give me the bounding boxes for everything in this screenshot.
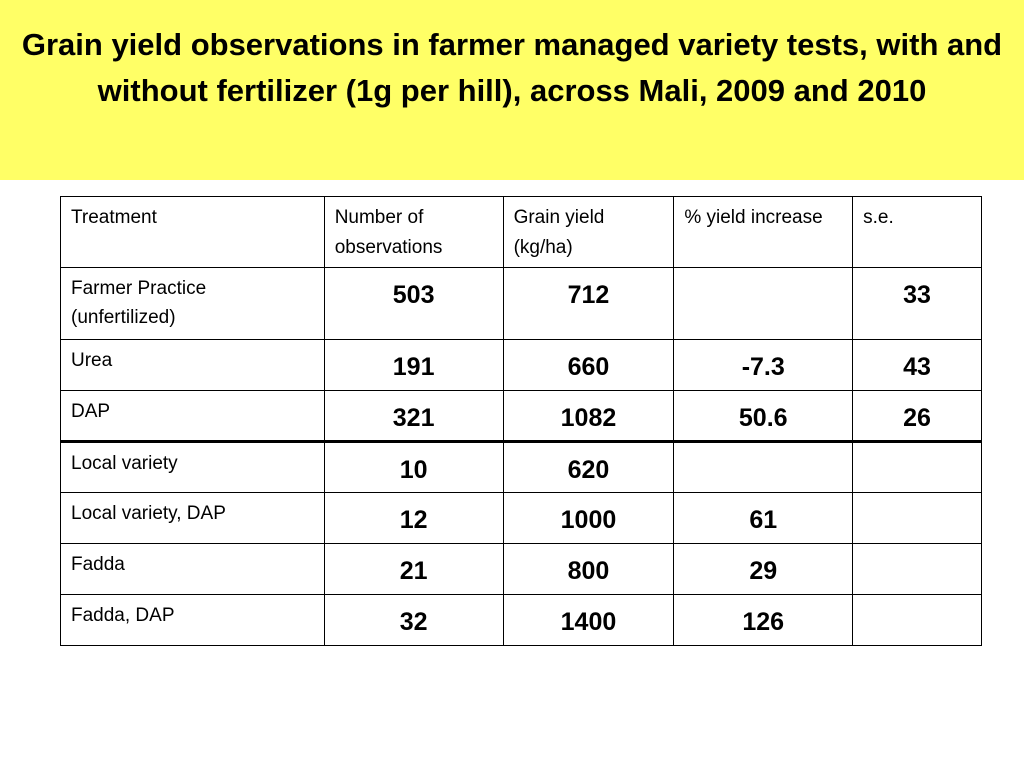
table-row: DAP 321 1082 50.6 26: [60, 390, 982, 443]
cell-yield-increase: -7.3: [673, 339, 854, 391]
table-row: Urea 191 660 -7.3 43: [60, 339, 982, 391]
table-row: Fadda 21 800 29: [60, 543, 982, 595]
cell-grain-yield: 1400: [502, 594, 675, 646]
slide-title: Grain yield observations in farmer manag…: [21, 27, 1003, 108]
cell-treatment: DAP: [60, 390, 325, 443]
cell-grain-yield: 800: [502, 543, 675, 595]
cell-treatment: Urea: [60, 339, 325, 391]
header-row: Treatment Number of observations Grain y…: [60, 196, 982, 268]
cell-observations: 321: [323, 390, 504, 443]
cell-observations: 10: [323, 441, 504, 493]
cell-se: [852, 441, 982, 493]
cell-grain-yield: 1082: [502, 390, 675, 443]
cell-observations: 12: [323, 492, 504, 544]
title-band: Grain yield observations in farmer manag…: [0, 0, 1024, 180]
cell-se: [852, 543, 982, 595]
cell-treatment: Local variety, DAP: [60, 492, 325, 544]
header-yield-increase: % yield increase: [673, 196, 854, 268]
cell-yield-increase: [673, 441, 854, 493]
cell-observations: 32: [323, 594, 504, 646]
cell-treatment: Local variety: [60, 441, 325, 493]
cell-grain-yield: 712: [502, 267, 675, 340]
header-se: s.e.: [852, 196, 982, 268]
cell-yield-increase: [673, 267, 854, 340]
cell-se: 26: [852, 390, 982, 443]
yield-table: Treatment Number of observations Grain y…: [60, 196, 982, 646]
cell-grain-yield: 620: [502, 441, 675, 493]
header-treatment: Treatment: [60, 196, 325, 268]
cell-yield-increase: 50.6: [673, 390, 854, 443]
cell-se: [852, 594, 982, 646]
table-row: Farmer Practice (unfertilized) 503 712 3…: [60, 267, 982, 340]
cell-se: [852, 492, 982, 544]
cell-grain-yield: 660: [502, 339, 675, 391]
cell-observations: 191: [323, 339, 504, 391]
cell-yield-increase: 61: [673, 492, 854, 544]
cell-treatment: Fadda, DAP: [60, 594, 325, 646]
table-row: Local variety 10 620: [60, 441, 982, 493]
header-observations: Number of observations: [323, 196, 504, 268]
cell-observations: 21: [323, 543, 504, 595]
cell-treatment: Farmer Practice (unfertilized): [60, 267, 325, 340]
cell-treatment: Fadda: [60, 543, 325, 595]
cell-se: 33: [852, 267, 982, 340]
header-grain-yield: Grain yield (kg/ha): [502, 196, 675, 268]
cell-grain-yield: 1000: [502, 492, 675, 544]
cell-observations: 503: [323, 267, 504, 340]
cell-se: 43: [852, 339, 982, 391]
cell-yield-increase: 29: [673, 543, 854, 595]
table-row: Fadda, DAP 32 1400 126: [60, 594, 982, 646]
cell-yield-increase: 126: [673, 594, 854, 646]
table-row: Local variety, DAP 12 1000 61: [60, 492, 982, 544]
